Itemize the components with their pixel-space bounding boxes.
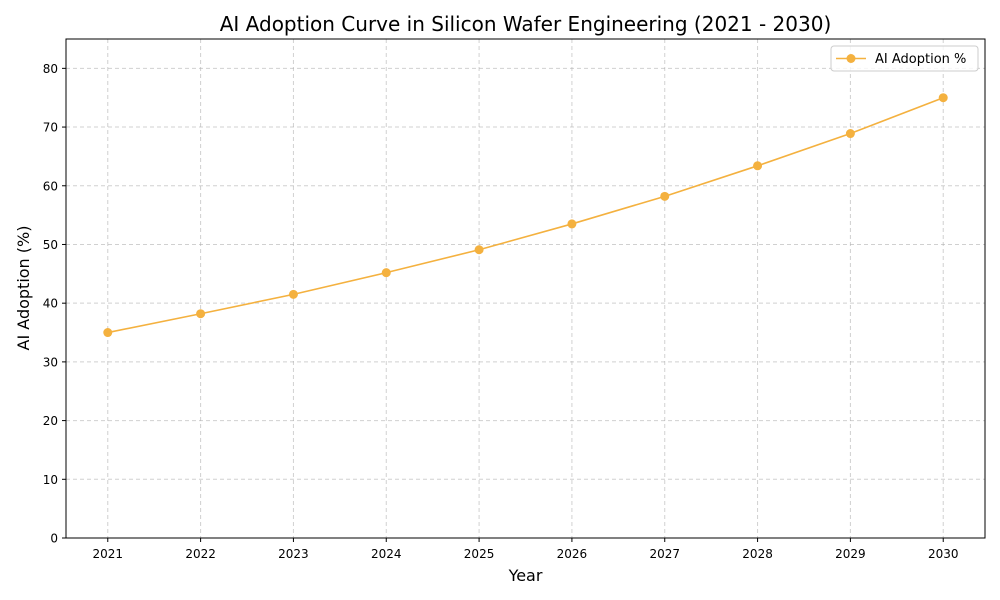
x-tick-label: 2021	[92, 547, 123, 561]
legend-box	[830, 45, 979, 72]
data-point	[474, 245, 484, 255]
grid	[66, 39, 985, 539]
plot-frame	[65, 38, 986, 539]
x-tick-label: 2025	[464, 547, 495, 561]
x-tick-label: 2028	[742, 547, 773, 561]
y-tick-label: 60	[43, 179, 58, 193]
x-tick-label: 2026	[557, 547, 588, 561]
series	[103, 93, 948, 338]
y-tick-label: 10	[43, 473, 58, 487]
chart-title: AI Adoption Curve in Silicon Wafer Engin…	[220, 12, 832, 36]
data-point	[845, 129, 855, 139]
y-tick-label: 40	[43, 297, 58, 311]
x-tick-label: 2024	[371, 547, 402, 561]
y-tick-label: 0	[50, 532, 58, 546]
x-tick-label: 2023	[278, 547, 309, 561]
data-point	[567, 219, 577, 229]
x-tick-label: 2029	[835, 547, 866, 561]
data-point	[103, 328, 113, 338]
y-axis-label: AI Adoption (%)	[14, 226, 33, 351]
x-tick-label: 2027	[649, 547, 680, 561]
data-point	[938, 93, 948, 103]
x-tick-label: 2030	[928, 547, 959, 561]
legend-label: AI Adoption %	[875, 52, 966, 67]
data-point	[196, 309, 206, 319]
y-tick-label: 30	[43, 355, 58, 369]
data-point	[381, 268, 391, 278]
series-line	[107, 96, 944, 334]
x-axis-label: Year	[508, 566, 543, 585]
y-tick-label: 50	[43, 238, 58, 252]
legend: AI Adoption %	[830, 45, 979, 72]
data-point	[753, 161, 763, 171]
data-point	[660, 191, 670, 201]
y-tick-label: 70	[43, 121, 58, 135]
ticks: 2021 2022 2023 2024 2025 2026 2027 2028 2029 2030…	[43, 62, 959, 561]
y-tick-label: 80	[43, 62, 58, 76]
y-tick-label: 20	[43, 414, 58, 428]
data-point	[288, 289, 298, 299]
x-tick-label: 2022	[185, 547, 216, 561]
legend-marker	[846, 54, 856, 63]
